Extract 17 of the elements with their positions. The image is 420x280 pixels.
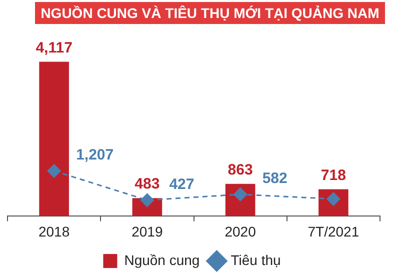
legend-label: Nguồn cung: [124, 252, 200, 268]
x-tick-label: 2019: [132, 223, 163, 240]
data-label: 483: [134, 176, 160, 193]
bar: [39, 62, 69, 216]
data-label: 1,207: [76, 146, 114, 164]
chart-title: NGUỒN CUNG VÀ TIÊU THỤ MỚI TẠI QUẢNG NAM: [35, 2, 385, 24]
data-label: 582: [262, 170, 288, 188]
data-label: 427: [169, 176, 194, 193]
x-tick-label: 2018: [38, 223, 70, 240]
legend-label: Tiêu thụ: [230, 252, 281, 268]
x-tick-label: 7T/2021: [308, 223, 360, 240]
point: [47, 164, 61, 178]
point: [140, 193, 154, 207]
data-label: 4,117: [36, 39, 72, 56]
data-label: 863: [228, 161, 253, 178]
data-label: 718: [320, 166, 346, 184]
x-tick-label: 2020: [224, 223, 256, 240]
